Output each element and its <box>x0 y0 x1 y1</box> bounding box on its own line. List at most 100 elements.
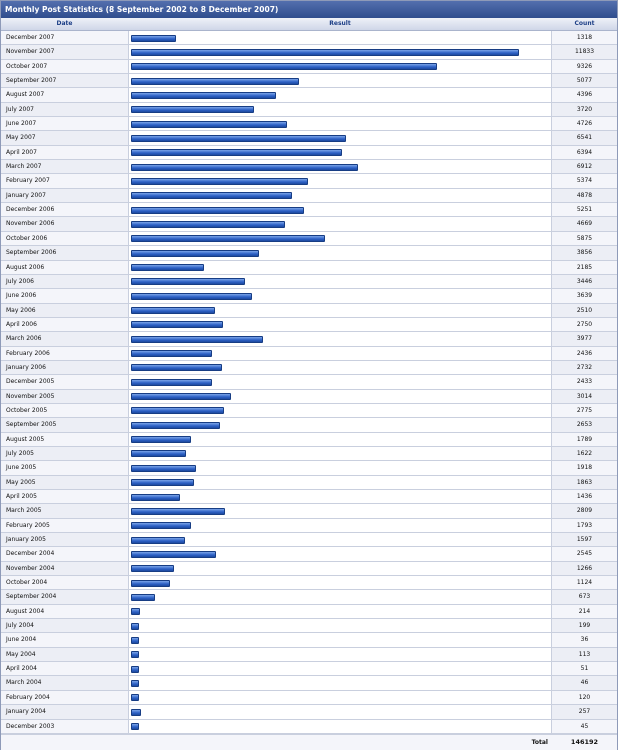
result-bar <box>131 249 259 257</box>
table-row: July 2006 3446 <box>1 274 617 290</box>
row-date: September 2005 <box>6 421 57 429</box>
row-result <box>128 332 552 346</box>
row-date: December 2005 <box>6 378 55 386</box>
row-count: 2433 <box>576 378 593 386</box>
result-bar <box>131 593 155 601</box>
row-count: 673 <box>578 593 591 601</box>
column-header-result: Result <box>329 20 351 27</box>
row-date: April 2007 <box>6 148 37 156</box>
table-row: May 2004 113 <box>1 647 617 663</box>
result-bar <box>131 364 222 372</box>
row-count: 3720 <box>576 105 593 113</box>
result-bar <box>131 507 225 515</box>
result-bar <box>131 192 292 200</box>
row-count: 2545 <box>576 550 593 558</box>
row-date: August 2006 <box>6 263 45 271</box>
row-result <box>128 418 552 432</box>
row-date: March 2005 <box>6 507 42 515</box>
row-count: 9326 <box>576 62 593 70</box>
row-date: May 2004 <box>6 650 36 658</box>
result-bar <box>131 450 186 458</box>
row-date: November 2006 <box>6 220 55 228</box>
result-bar <box>131 393 231 401</box>
row-date: January 2005 <box>6 536 46 544</box>
table-row: April 2007 6394 <box>1 145 617 161</box>
row-count: 1789 <box>576 435 593 443</box>
result-bar <box>131 493 180 501</box>
table-row: March 2007 6912 <box>1 160 617 175</box>
table-row: September 2004 673 <box>1 590 617 605</box>
row-result <box>128 604 552 619</box>
table-row: November 2007 11833 <box>1 45 617 60</box>
row-count: 3856 <box>576 249 593 257</box>
row-date: December 2003 <box>6 722 55 730</box>
row-date: November 2007 <box>6 48 55 56</box>
table-row: May 2007 6541 <box>1 131 617 146</box>
row-date: July 2004 <box>6 622 34 630</box>
result-bar <box>131 335 263 343</box>
row-result <box>128 619 552 633</box>
table-row: February 2007 5374 <box>1 174 617 189</box>
table-row: December 2006 5251 <box>1 203 617 218</box>
row-result <box>128 461 552 475</box>
row-count: 5875 <box>576 234 593 242</box>
result-bar <box>131 407 224 415</box>
table-row: December 2003 45 <box>1 719 617 734</box>
table-row: April 2004 51 <box>1 662 617 677</box>
row-date: July 2007 <box>6 105 34 113</box>
row-date: March 2007 <box>6 163 42 171</box>
row-result <box>128 690 552 705</box>
row-result <box>128 217 552 231</box>
row-date: September 2006 <box>6 249 57 257</box>
row-count: 2653 <box>576 421 593 429</box>
row-result <box>128 188 552 203</box>
table-row: February 2006 2436 <box>1 346 617 361</box>
row-result <box>128 446 552 461</box>
table-row: October 2005 2775 <box>1 403 617 419</box>
row-date: December 2007 <box>6 34 55 41</box>
table-row: June 2005 1918 <box>1 461 617 476</box>
table-row: May 2005 1863 <box>1 475 617 490</box>
row-date: February 2007 <box>6 177 50 185</box>
result-bar <box>131 235 325 243</box>
result-bar <box>131 565 174 573</box>
row-count: 6541 <box>576 134 593 142</box>
table-row: December 2004 2545 <box>1 547 617 562</box>
table-row: August 2006 2185 <box>1 260 617 275</box>
row-result <box>128 490 552 504</box>
table-row: January 2004 257 <box>1 705 617 720</box>
row-count: 5077 <box>576 77 593 85</box>
table-row: October 2007 9326 <box>1 59 617 75</box>
row-count: 1793 <box>576 521 593 529</box>
row-date: June 2007 <box>6 120 37 128</box>
row-date: November 2004 <box>6 564 55 572</box>
row-count: 2809 <box>576 507 593 515</box>
row-result <box>128 131 552 145</box>
row-count: 11833 <box>574 48 595 56</box>
row-date: March 2006 <box>6 335 42 343</box>
row-date: August 2007 <box>6 91 45 99</box>
row-date: December 2004 <box>6 550 55 558</box>
result-bar <box>131 378 212 386</box>
row-date: May 2006 <box>6 306 36 314</box>
row-date: January 2004 <box>6 708 46 716</box>
total-label: Total <box>531 739 548 746</box>
row-result <box>128 88 552 102</box>
row-count: 1622 <box>576 449 593 457</box>
row-count: 6912 <box>576 163 593 171</box>
table-row: November 2005 3014 <box>1 389 617 404</box>
row-count: 2510 <box>576 306 593 314</box>
result-bar <box>131 665 139 673</box>
row-date: March 2004 <box>6 679 42 687</box>
row-count: 5251 <box>576 206 593 214</box>
row-count: 257 <box>578 708 591 716</box>
row-date: August 2004 <box>6 607 45 615</box>
row-result <box>128 317 552 332</box>
result-bar <box>131 536 185 544</box>
stats-table-body: December 2007 1318 November 2007 11833 Octob… <box>1 31 617 734</box>
row-count: 2775 <box>576 406 593 414</box>
table-row: June 2006 3639 <box>1 289 617 304</box>
table-row: July 2004 199 <box>1 619 617 634</box>
row-date: November 2005 <box>6 392 55 400</box>
table-row: July 2005 1622 <box>1 446 617 462</box>
